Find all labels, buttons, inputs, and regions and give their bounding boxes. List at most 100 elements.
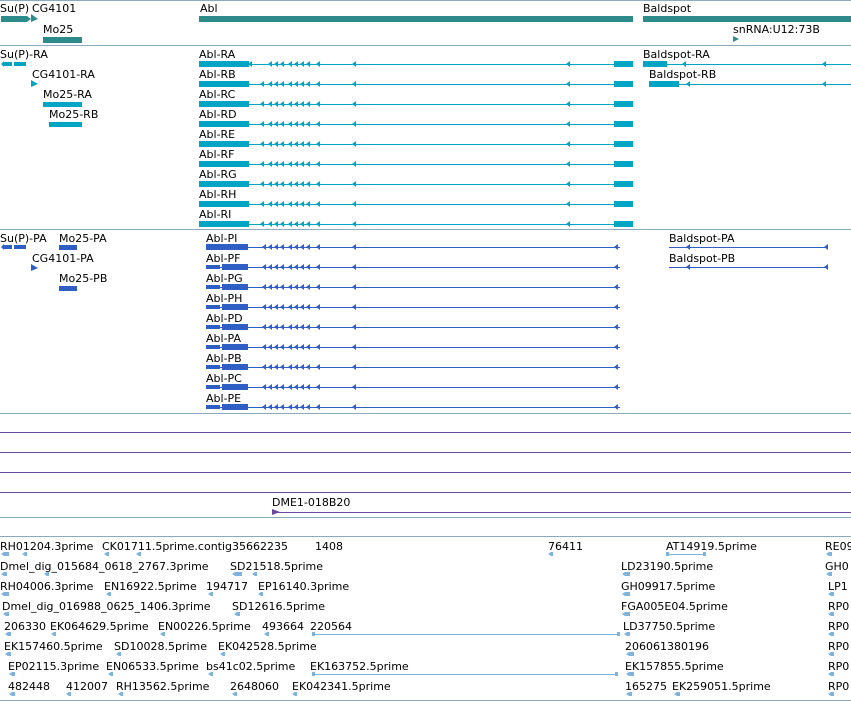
est-block[interactable] [829, 572, 832, 576]
est-block[interactable] [831, 652, 834, 656]
sup-ra-label[interactable]: Su(P)-RA [0, 48, 48, 61]
est-label[interactable]: RP0 [828, 600, 849, 613]
abl-transcript-row[interactable]: Abl-RE [199, 128, 633, 147]
est-block[interactable] [255, 572, 257, 576]
est-label[interactable]: EK157460.5prime [4, 640, 103, 653]
est-label[interactable]: 76411 [548, 540, 583, 553]
est-label[interactable]: bs41c02.5prime [206, 660, 296, 673]
sup-gene-feature[interactable] [1, 16, 27, 22]
est-label[interactable]: 206330 [4, 620, 46, 633]
est-block[interactable] [47, 572, 49, 576]
est-label[interactable]: EN06533.5prime [106, 660, 199, 673]
mo25-gene-feature[interactable] [43, 37, 82, 43]
abl-proteins[interactable]: Abl-PI Abl-PF Abl-PG Abl-PH Abl-PD Abl-PA Abl-… [206, 232, 620, 410]
est-block[interactable] [139, 552, 141, 556]
cg4101-gene-label[interactable]: CG4101 [32, 2, 76, 15]
est-label[interactable]: 165275 [625, 680, 667, 693]
est-label[interactable]: AT14919.5prime [666, 540, 757, 553]
cg4101-pa-label[interactable]: CG4101-PA [32, 252, 94, 265]
abl-protein-row[interactable]: Abl-PH [206, 292, 620, 310]
abl-protein-label[interactable]: Abl-PD [206, 312, 243, 325]
est-block[interactable] [111, 672, 113, 676]
baldspot-ra-label[interactable]: Baldspot-RA [643, 48, 710, 61]
abl-protein-label[interactable]: Abl-PE [206, 392, 241, 405]
est-label[interactable]: CK01711.5prime.contig35662235 [102, 540, 288, 553]
est-label[interactable]: RH04006.3prime [0, 580, 94, 593]
est-label[interactable]: GH09917.5prime [621, 580, 716, 593]
est-label[interactable]: 412007 [66, 680, 108, 693]
est-label[interactable]: EP02115.3prime [8, 660, 99, 673]
baldspot-pa-label[interactable]: Baldspot-PA [669, 232, 735, 245]
cg4101-ra-label[interactable]: CG4101-RA [32, 68, 95, 81]
est-block[interactable] [12, 672, 15, 676]
est-block[interactable] [107, 552, 109, 556]
baldspot-ra-transcript[interactable] [643, 61, 851, 67]
est-label[interactable]: RP0 [828, 660, 849, 673]
abl-transcript-label[interactable]: Abl-RC [199, 88, 236, 101]
proteins-track[interactable]: Su(P)-PA Mo25-PA CG4101-PA Mo25-PB Abl-P… [0, 232, 828, 410]
est-label[interactable]: 2648060 [230, 680, 279, 693]
abl-protein-row[interactable]: Abl-PB [206, 352, 620, 370]
est-row[interactable]: 482448 412007 RH13562.5prime 2648060 EK04234… [8, 680, 849, 696]
abl-transcript-row[interactable]: Abl-RA [199, 48, 633, 67]
abl-protein-label[interactable]: Abl-PB [206, 352, 242, 365]
est-block[interactable] [4, 592, 9, 596]
est-block[interactable] [831, 632, 834, 636]
baldspot-gene-feature[interactable] [643, 16, 851, 22]
est-label[interactable]: SD10028.5prime [114, 640, 207, 653]
est-block[interactable] [831, 692, 834, 696]
mo25-pb-protein[interactable] [59, 286, 77, 291]
est-block[interactable] [12, 692, 15, 696]
est-block[interactable] [211, 672, 213, 676]
est-block[interactable] [54, 632, 56, 636]
est-label[interactable]: LP1 [828, 580, 848, 593]
abl-transcript-row[interactable]: Abl-RC [199, 88, 633, 107]
est-block[interactable] [237, 612, 240, 616]
est-label[interactable]: 1408 [315, 540, 343, 553]
mo25-rb-label[interactable]: Mo25-RB [49, 108, 98, 121]
abl-protein-row[interactable]: Abl-PE [206, 392, 620, 410]
est-block[interactable] [121, 692, 123, 696]
abl-protein-row[interactable]: Abl-PA [206, 332, 620, 350]
baldspot-rb-label[interactable]: Baldspot-RB [649, 68, 716, 81]
clones-track[interactable] [0, 432, 851, 516]
est-label[interactable]: EN00226.5prime [158, 620, 251, 633]
est-block[interactable] [261, 592, 263, 596]
est-label[interactable]: EK042528.5prime [218, 640, 317, 653]
est-label[interactable]: EK042341.5prime [292, 680, 391, 693]
abl-protein-label[interactable]: Abl-PF [206, 252, 241, 265]
snrna-gene-arrow-icon[interactable] [733, 36, 739, 42]
est-label[interactable]: SD12616.5prime [232, 600, 325, 613]
mo25-ra-transcript[interactable] [43, 102, 82, 107]
est-block[interactable] [25, 552, 27, 556]
mo25-pa-protein[interactable] [59, 245, 77, 250]
est-block[interactable] [163, 632, 165, 636]
abl-gene-feature[interactable] [199, 16, 633, 22]
est-row[interactable]: EP02115.3prime EN06533.5prime bs41c02.5pri… [8, 660, 849, 676]
est-block[interactable] [211, 592, 213, 596]
est-block[interactable] [235, 692, 237, 696]
est-row[interactable]: Dmel_dig_015684_0618_2767.3prime SD21518.… [0, 560, 849, 576]
baldspot-pb-protein[interactable] [669, 264, 828, 270]
est-label[interactable]: 482448 [8, 680, 50, 693]
est-block[interactable] [8, 652, 11, 656]
est-label[interactable]: EK064629.5prime [50, 620, 149, 633]
est-block[interactable] [8, 632, 11, 636]
est-label[interactable]: EK157855.5prime [625, 660, 724, 673]
est-block[interactable] [831, 592, 834, 596]
est-label[interactable]: RE09 [825, 540, 851, 553]
est-label[interactable]: Dmel_dig_016988_0625_1406.3prime [2, 600, 211, 613]
est-label[interactable]: GH0 [825, 560, 849, 573]
est-block[interactable] [627, 632, 630, 636]
est-label[interactable]: 206061380196 [625, 640, 709, 653]
clone-dme1-018b20-label[interactable]: DME1-018B20 [272, 496, 350, 509]
est-label[interactable]: RP0 [828, 620, 849, 633]
abl-transcript-row[interactable]: Abl-RF [199, 148, 633, 167]
est-block[interactable] [69, 692, 71, 696]
sup-gene-label[interactable]: Su(P) [0, 2, 29, 15]
transcripts-track[interactable]: Su(P)-RA CG4101-RA Mo25-RA Mo25-RB Abl-R… [0, 48, 851, 227]
est-block[interactable] [235, 572, 242, 576]
abl-transcript-label[interactable]: Abl-RA [199, 48, 236, 61]
est-label[interactable]: 493664 [262, 620, 304, 633]
